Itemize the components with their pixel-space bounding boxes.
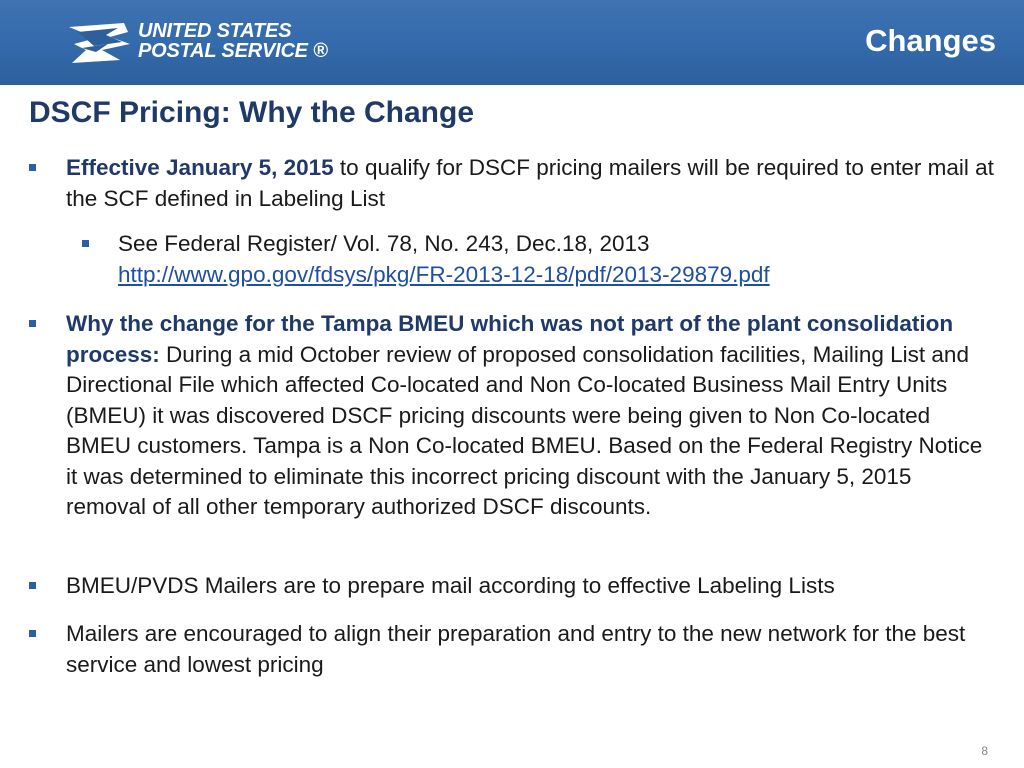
sub-bullet-federal-register: See Federal Register/ Vol. 78, No. 243, … xyxy=(82,229,988,290)
bullet-effective-date: Effective January 5, 2015 to qualify for… xyxy=(29,153,996,214)
bullet-bold-lead: Effective January 5, 2015 xyxy=(66,155,334,180)
bullet-text: BMEU/PVDS Mailers are to prepare mail ac… xyxy=(66,573,835,598)
bullet-text: Mailers are encouraged to align their pr… xyxy=(66,621,966,677)
bullet-bold-lead: Why the change for the Tampa BMEU which … xyxy=(66,311,954,367)
header-bar: UNITED STATES POSTAL SERVICE ® Changes xyxy=(0,0,1024,85)
logo-line-2: POSTAL SERVICE ® xyxy=(138,40,328,62)
bullet-marker-icon xyxy=(29,164,36,171)
bullet-marker-icon xyxy=(29,582,36,589)
usps-logo: UNITED STATES POSTAL SERVICE ® xyxy=(66,20,328,66)
bullet-tampa-bmeu: Why the change for the Tampa BMEU which … xyxy=(29,309,996,523)
sub-bullet-text: See Federal Register/ Vol. 78, No. 243, … xyxy=(118,231,650,256)
logo-line-1: UNITED STATES xyxy=(138,20,292,42)
bullet-marker-icon xyxy=(29,320,36,327)
bullet-marker-icon xyxy=(82,240,89,247)
bullet-network-alignment: Mailers are encouraged to align their pr… xyxy=(29,619,996,680)
logo-wordmark: UNITED STATES POSTAL SERVICE ® xyxy=(138,21,328,61)
federal-register-link[interactable]: http://www.gpo.gov/fdsys/pkg/FR-2013-12-… xyxy=(118,261,770,287)
section-title: Changes xyxy=(865,23,996,58)
bullet-text: During a mid October review of proposed … xyxy=(66,341,983,520)
bullet-marker-icon xyxy=(29,630,36,637)
page-number: 8 xyxy=(981,744,988,758)
slide-title: DSCF Pricing: Why the Change xyxy=(29,96,475,129)
usps-eagle-icon xyxy=(69,23,130,63)
bullet-text: to qualify for DSCF pricing mailers will… xyxy=(66,155,994,211)
bullet-labeling-lists: BMEU/PVDS Mailers are to prepare mail ac… xyxy=(29,571,996,602)
